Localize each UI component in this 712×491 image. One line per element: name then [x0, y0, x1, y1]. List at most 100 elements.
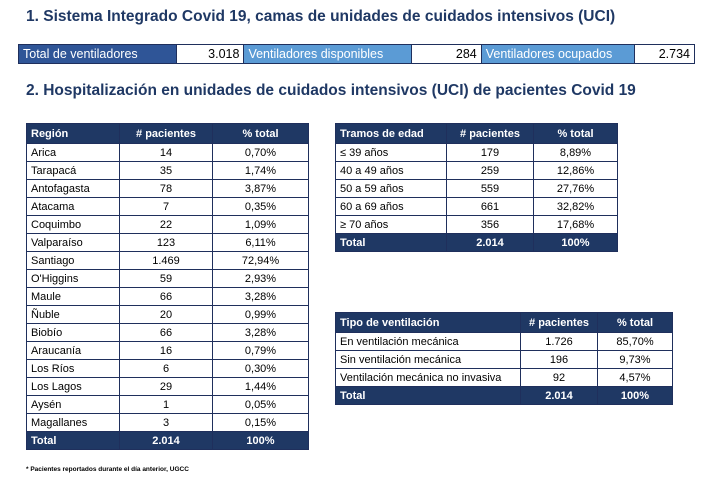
cell: Antofagasta: [26, 179, 120, 198]
cell: 85,70%: [597, 332, 673, 351]
table-row: En ventilación mecánica 1.726 85,70%: [335, 332, 673, 351]
cell: 29: [119, 377, 213, 396]
cell: 2.014: [520, 386, 598, 405]
table-total-row: Total 2.014 100%: [26, 431, 309, 450]
cell: 27,76%: [533, 179, 618, 198]
cell: ≤ 39 años: [335, 143, 447, 162]
table-row: Los Lagos 29 1,44%: [26, 377, 309, 396]
cell: 2,93%: [212, 269, 309, 288]
cell: Valparaíso: [26, 233, 120, 252]
cell: 0,99%: [212, 305, 309, 324]
cell: ≥ 70 años: [335, 215, 447, 234]
cell: 2.014: [119, 431, 213, 450]
cell: 50 a 59 años: [335, 179, 447, 198]
ventiladores-summary: Total de ventiladores 3.018 Ventiladores…: [17, 44, 695, 64]
ventiladores-disponibles-value: 284: [410, 44, 482, 64]
cell: 40 a 49 años: [335, 161, 447, 180]
table-header-row: Región # pacientes % total: [26, 123, 309, 144]
cell: 66: [119, 323, 213, 342]
cell: 0,05%: [212, 395, 309, 414]
column-header: Tramos de edad: [335, 123, 447, 144]
cell: 196: [520, 350, 598, 369]
cell: Ñuble: [26, 305, 120, 324]
table-row: Los Ríos 6 0,30%: [26, 359, 309, 378]
cell: Magallanes: [26, 413, 120, 432]
section-1-title: 1. Sistema Integrado Covid 19, camas de …: [26, 8, 616, 25]
table-row: 50 a 59 años 559 27,76%: [335, 179, 618, 198]
ventiladores-ocupados-value: 2.734: [634, 44, 695, 64]
ventiladores-ocupados-label: Ventiladores ocupados: [480, 44, 636, 64]
region-table: Región # pacientes % total Arica 14 0,70% …: [26, 123, 309, 450]
table-row: Antofagasta 78 3,87%: [26, 179, 309, 198]
cell: 661: [446, 197, 534, 216]
ventiladores-disponibles-label: Ventiladores disponibles: [243, 44, 412, 64]
cell: 22: [119, 215, 213, 234]
table-header-row: Tramos de edad # pacientes % total: [335, 123, 618, 144]
cell: Arica: [26, 143, 120, 162]
column-header: Región: [26, 123, 120, 144]
table-row: Ñuble 20 0,99%: [26, 305, 309, 324]
table-row: Biobío 66 3,28%: [26, 323, 309, 342]
cell: 100%: [212, 431, 309, 450]
table-row: 60 a 69 años 661 32,82%: [335, 197, 618, 216]
cell: 92: [520, 368, 598, 387]
cell: 0,70%: [212, 143, 309, 162]
cell: 559: [446, 179, 534, 198]
cell: 1,09%: [212, 215, 309, 234]
cell: 9,73%: [597, 350, 673, 369]
cell: Aysén: [26, 395, 120, 414]
table-row: Tarapacá 35 1,74%: [26, 161, 309, 180]
cell: Total: [335, 233, 447, 252]
column-header: # pacientes: [446, 123, 534, 144]
cell: 1,44%: [212, 377, 309, 396]
column-header: # pacientes: [520, 312, 598, 333]
cell: Los Lagos: [26, 377, 120, 396]
cell: 179: [446, 143, 534, 162]
table-row: Ventilación mecánica no invasiva 92 4,57%: [335, 368, 673, 387]
column-header: % total: [212, 123, 309, 144]
table-row: ≤ 39 años 179 8,89%: [335, 143, 618, 162]
cell: 3,28%: [212, 323, 309, 342]
cell: 6,11%: [212, 233, 309, 252]
cell: 78: [119, 179, 213, 198]
cell: 35: [119, 161, 213, 180]
table-total-row: Total 2.014 100%: [335, 386, 673, 405]
cell: 123: [119, 233, 213, 252]
cell: Tarapacá: [26, 161, 120, 180]
cell: 2.014: [446, 233, 534, 252]
column-header: # pacientes: [119, 123, 213, 144]
cell: 259: [446, 161, 534, 180]
table-row: Valparaíso 123 6,11%: [26, 233, 309, 252]
cell: 14: [119, 143, 213, 162]
table-row: Coquimbo 22 1,09%: [26, 215, 309, 234]
table-row: Sin ventilación mecánica 196 9,73%: [335, 350, 673, 369]
cell: 3,28%: [212, 287, 309, 306]
total-ventiladores-value: 3.018: [176, 44, 245, 64]
column-header: % total: [533, 123, 618, 144]
cell: 3,87%: [212, 179, 309, 198]
cell: Santiago: [26, 251, 120, 270]
table-row: Maule 66 3,28%: [26, 287, 309, 306]
total-ventiladores-label: Total de ventiladores: [17, 44, 178, 64]
cell: 1: [119, 395, 213, 414]
table-row: Araucanía 16 0,79%: [26, 341, 309, 360]
cell: 0,35%: [212, 197, 309, 216]
cell: 8,89%: [533, 143, 618, 162]
cell: Ventilación mecánica no invasiva: [335, 368, 521, 387]
cell: 3: [119, 413, 213, 432]
table-row: O'Higgins 59 2,93%: [26, 269, 309, 288]
cell: Araucanía: [26, 341, 120, 360]
cell: 59: [119, 269, 213, 288]
cell: En ventilación mecánica: [335, 332, 521, 351]
cell: Total: [335, 386, 521, 405]
cell: 20: [119, 305, 213, 324]
cell: 100%: [533, 233, 618, 252]
cell: 1.726: [520, 332, 598, 351]
cell: Total: [26, 431, 120, 450]
cell: 66: [119, 287, 213, 306]
footnote: * Pacientes reportados durante el día an…: [26, 466, 189, 473]
table-header-row: Tipo de ventilación # pacientes % total: [335, 312, 673, 333]
cell: 7: [119, 197, 213, 216]
cell: Biobío: [26, 323, 120, 342]
table-row: Aysén 1 0,05%: [26, 395, 309, 414]
